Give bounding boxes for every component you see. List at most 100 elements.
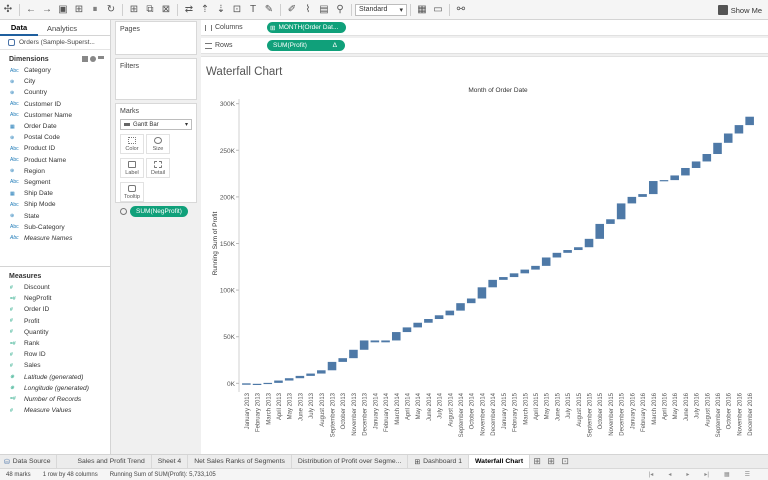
- waterfall-bar: [552, 252, 562, 258]
- undo-icon[interactable]: ←: [26, 4, 36, 15]
- search-icon[interactable]: [90, 56, 96, 62]
- list-view-icon[interactable]: ☰: [744, 472, 750, 478]
- status-rows-cols: 1 row by 48 columns: [42, 471, 98, 478]
- tooltip-button[interactable]: Tooltip: [120, 182, 144, 202]
- highlight-icon[interactable]: ✐: [287, 4, 297, 15]
- field-item[interactable]: Abc Ship Mode: [0, 199, 110, 210]
- filters-card[interactable]: Filters: [115, 58, 197, 100]
- tab-waterfall-chart[interactable]: Waterfall Chart: [469, 454, 531, 469]
- sort-desc-icon[interactable]: ⇣: [216, 4, 226, 15]
- field-item[interactable]: ⊕ City: [0, 76, 110, 87]
- field-item[interactable]: ▦ Order Date: [0, 121, 110, 132]
- tab-data[interactable]: Data: [0, 20, 38, 36]
- field-item[interactable]: Abc Product ID: [0, 143, 110, 154]
- field-item[interactable]: Abc Product Name: [0, 155, 110, 166]
- first-sheet-icon[interactable]: |◂: [648, 472, 654, 478]
- field-item[interactable]: =# Number of Records: [0, 394, 110, 405]
- color-button[interactable]: Color: [120, 134, 144, 154]
- x-header: Month of Order Date: [468, 87, 528, 94]
- next-sheet-icon[interactable]: ▸: [686, 472, 690, 478]
- field-item[interactable]: =# Rank: [0, 338, 110, 349]
- format-icon[interactable]: ▤: [319, 4, 329, 15]
- duplicate-icon[interactable]: ⧉: [146, 4, 154, 15]
- x-tick-label: June 2013: [298, 392, 304, 421]
- clear-icon[interactable]: ⊠: [161, 4, 171, 15]
- field-item[interactable]: # Row ID: [0, 349, 110, 360]
- save-icon[interactable]: ▣: [58, 4, 68, 15]
- tab-net-sales-ranks[interactable]: Net Sales Ranks of Segments: [188, 454, 292, 469]
- new-worksheet-icon[interactable]: ⊞: [533, 456, 541, 466]
- columns-pill[interactable]: ⊞ MONTH(Order Dat...: [267, 22, 347, 33]
- toolbar: ✣ ← → ▣ ⊞ ⏸ ↻ ⊞ ⧉ ⊠ ⇄ ⇡ ⇣ ⊡ T ✎ ✐ ⌇ ▤ ⚲ …: [0, 0, 768, 20]
- x-tick-label: September 2015: [588, 392, 594, 437]
- view-icon[interactable]: [82, 56, 88, 62]
- redo-icon[interactable]: →: [42, 4, 52, 15]
- x-tick-label: April 2015: [534, 392, 540, 420]
- field-item[interactable]: Abc Customer Name: [0, 110, 110, 121]
- waterfall-bar: [691, 161, 701, 168]
- field-label: Discount: [24, 284, 50, 292]
- tableau-logo-icon[interactable]: ✣: [3, 4, 13, 15]
- size-pill[interactable]: SUM(NegProfit): [130, 206, 188, 217]
- field-item[interactable]: ▦ Ship Date: [0, 188, 110, 199]
- new-story-icon[interactable]: ⊡: [561, 456, 569, 466]
- prev-sheet-icon[interactable]: ◂: [668, 472, 672, 478]
- show-me-button[interactable]: Show Me: [717, 3, 762, 17]
- chevron-down-icon[interactable]: [98, 56, 104, 62]
- datasource-item[interactable]: Orders (Sample-Superst...: [0, 36, 110, 50]
- field-type-icon: Abc: [10, 201, 19, 208]
- field-item[interactable]: # Profit: [0, 316, 110, 327]
- mark-buttons: Color Size Label Detail Tooltip: [116, 130, 196, 204]
- label-button[interactable]: Label: [120, 158, 144, 178]
- refresh-icon[interactable]: ↻: [106, 4, 116, 15]
- field-item[interactable]: Abc Segment: [0, 177, 110, 188]
- field-item[interactable]: # Sales: [0, 360, 110, 371]
- tab-data-source[interactable]: ⛁ Data Source: [0, 454, 58, 469]
- tab-analytics[interactable]: Analytics: [46, 23, 77, 33]
- field-item[interactable]: ⊕ Latitude (generated): [0, 372, 110, 383]
- add-datasource-icon[interactable]: ⊞: [74, 4, 84, 15]
- field-item[interactable]: ⊕ Region: [0, 166, 110, 177]
- field-item[interactable]: # Order ID: [0, 304, 110, 315]
- field-item[interactable]: Abc Sub-Category: [0, 222, 110, 233]
- fit-select[interactable]: Standard ▾: [355, 3, 407, 16]
- last-sheet-icon[interactable]: ▸|: [704, 472, 709, 478]
- swap-icon[interactable]: ⇄: [184, 4, 194, 15]
- field-item[interactable]: ⊕ Longitude (generated): [0, 383, 110, 394]
- field-item[interactable]: # Measure Values: [0, 405, 110, 416]
- field-item[interactable]: =# NegProfit: [0, 293, 110, 304]
- field-item[interactable]: Abc Category: [0, 65, 110, 76]
- grid-view-icon[interactable]: ▦: [723, 472, 730, 478]
- tab-sales-profit-trend[interactable]: Sales and Profit Trend: [57, 454, 152, 469]
- sort-asc-icon[interactable]: ⇡: [200, 4, 210, 15]
- tooltip-icon: [128, 184, 136, 192]
- field-item[interactable]: Abc Measure Names: [0, 233, 110, 244]
- fit-icon[interactable]: ▦: [417, 4, 427, 15]
- labels-icon[interactable]: T: [249, 4, 257, 15]
- new-dashboard-icon[interactable]: ⊞: [547, 456, 555, 466]
- rows-pill[interactable]: SUM(Profit) Δ: [267, 40, 345, 51]
- field-item[interactable]: Abc Customer ID: [0, 99, 110, 110]
- tab-distribution-profit[interactable]: Distribution of Profit over Segme...: [292, 454, 409, 469]
- tab-sheet-4[interactable]: Sheet 4: [152, 454, 189, 469]
- mark-type-select[interactable]: Gantt Bar ▾: [120, 119, 192, 130]
- waterfall-bar: [574, 247, 583, 251]
- new-worksheet-icon[interactable]: ⊞: [129, 4, 139, 15]
- group-icon[interactable]: ⊡: [232, 4, 242, 15]
- x-tick-label: April 2016: [662, 392, 668, 420]
- presentation-icon[interactable]: ▭: [433, 4, 443, 15]
- pause-icon[interactable]: ⏸: [92, 4, 98, 15]
- field-item[interactable]: # Quantity: [0, 327, 110, 338]
- pin-icon[interactable]: ✎: [264, 4, 274, 15]
- field-item[interactable]: ⊕ Postal Code: [0, 132, 110, 143]
- size-button[interactable]: Size: [146, 134, 170, 154]
- pages-card[interactable]: Pages: [115, 21, 197, 55]
- detail-button[interactable]: Detail: [146, 158, 170, 178]
- share-icon[interactable]: ⚯: [456, 4, 466, 15]
- field-item[interactable]: # Discount: [0, 282, 110, 293]
- tab-dashboard-1[interactable]: ⊞ Dashboard 1: [408, 454, 469, 469]
- annotate-icon[interactable]: ⌇: [305, 4, 311, 15]
- pin-icon[interactable]: ⚲: [336, 4, 344, 15]
- field-item[interactable]: ⊕ Country: [0, 87, 110, 98]
- field-item[interactable]: ⊕ State: [0, 210, 110, 221]
